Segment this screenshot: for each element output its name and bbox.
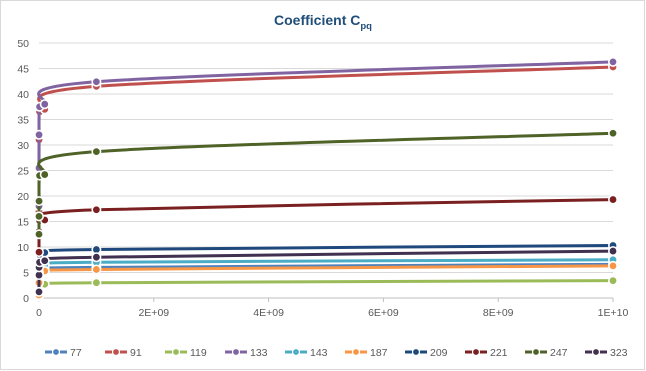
data-point-119 — [91, 277, 102, 288]
legend: 77 91 119 133 143 187 209 221 247 323 — [45, 347, 628, 359]
legend-item-209: 209 — [405, 347, 448, 359]
series-line-119 — [37, 279, 615, 298]
legend-item-91: 91 — [105, 347, 142, 359]
y-tick-label: 25 — [17, 166, 29, 178]
legend-label: 187 — [370, 347, 388, 359]
legend-item-77: 77 — [45, 347, 82, 359]
data-point-247 — [39, 169, 50, 180]
legend-swatch-marker — [411, 347, 421, 357]
legend-item-323: 323 — [585, 347, 628, 359]
data-point-187 — [91, 264, 102, 275]
data-point-247 — [34, 196, 45, 207]
legend-swatch-marker — [471, 347, 481, 357]
legend-swatch-marker — [291, 347, 301, 357]
chart-title: Coefficient Cpq — [274, 12, 372, 32]
legend-swatch-marker — [591, 347, 601, 357]
legend-item-221: 221 — [465, 347, 508, 359]
series-133 — [33, 56, 618, 212]
y-tick-label: 0 — [23, 293, 29, 305]
series-91 — [33, 61, 618, 217]
legend-swatch-marker — [171, 347, 181, 357]
y-tick-label: 30 — [17, 140, 29, 152]
axes: 0 5 10 15 20 25 30 35 40 45 50 0 2E+09 4E+09 6E+09 8E+0… — [17, 38, 628, 319]
x-tick-label: 6E+09 — [368, 307, 399, 319]
data-point-323 — [33, 286, 44, 297]
y-tick-label: 20 — [17, 191, 29, 203]
series-143 — [33, 254, 618, 299]
legend-label: 247 — [550, 347, 568, 359]
data-point-133 — [607, 56, 618, 67]
x-tick-label: 2E+09 — [138, 307, 169, 319]
legend-label: 119 — [190, 347, 207, 359]
series-119 — [33, 275, 618, 302]
legend-swatch-marker — [111, 347, 121, 357]
y-tick-label: 45 — [17, 64, 29, 76]
legend-item-247: 247 — [525, 347, 568, 359]
legend-item-119: 119 — [165, 347, 207, 359]
data-point-247 — [91, 146, 102, 157]
data-point-221 — [607, 194, 618, 205]
legend-label: 133 — [250, 347, 268, 359]
y-tick-label: 5 — [23, 268, 29, 280]
y-tick-label: 40 — [17, 89, 29, 101]
x-tick-label: 8E+09 — [483, 307, 514, 319]
x-tick-label: 1E+10 — [598, 307, 629, 319]
x-tick-label: 0 — [36, 307, 42, 319]
series-247 — [33, 128, 618, 240]
data-point-323 — [91, 252, 102, 263]
y-tick-label: 10 — [17, 242, 29, 254]
data-point-247 — [34, 211, 45, 222]
data-point-247 — [607, 128, 618, 139]
series-lines — [33, 56, 618, 302]
series-line-323 — [37, 249, 615, 294]
data-point-221 — [33, 247, 44, 258]
gridlines — [39, 42, 613, 273]
legend-item-143: 143 — [285, 347, 328, 359]
data-point-323 — [39, 255, 50, 266]
data-point-247 — [33, 229, 44, 240]
legend-item-133: 133 — [225, 347, 268, 359]
legend-label: 91 — [130, 347, 142, 359]
legend-item-187: 187 — [345, 347, 388, 359]
series-323 — [33, 246, 618, 297]
data-point-133 — [39, 99, 50, 110]
series-line-221 — [37, 198, 615, 254]
legend-swatch-marker — [351, 347, 361, 357]
data-point-133 — [34, 129, 45, 140]
data-point-133 — [91, 76, 102, 87]
legend-label: 323 — [610, 347, 628, 359]
series-line-247 — [37, 131, 615, 236]
y-tick-label: 50 — [17, 38, 29, 50]
x-tick-label: 4E+09 — [253, 307, 284, 319]
data-point-119 — [607, 275, 618, 286]
data-point-323 — [607, 246, 618, 257]
legend-swatch-marker — [231, 347, 241, 357]
data-point-221 — [91, 204, 102, 215]
legend-swatch-marker — [531, 347, 541, 357]
legend-swatch-marker — [51, 347, 61, 357]
legend-label: 143 — [310, 347, 328, 359]
legend-label: 221 — [490, 347, 508, 359]
y-tick-label: 15 — [17, 217, 29, 229]
data-point-187 — [607, 260, 618, 271]
y-tick-label: 35 — [17, 115, 29, 127]
legend-label: 77 — [70, 347, 82, 359]
legend-label: 209 — [430, 347, 448, 359]
series-line-91 — [37, 65, 615, 213]
